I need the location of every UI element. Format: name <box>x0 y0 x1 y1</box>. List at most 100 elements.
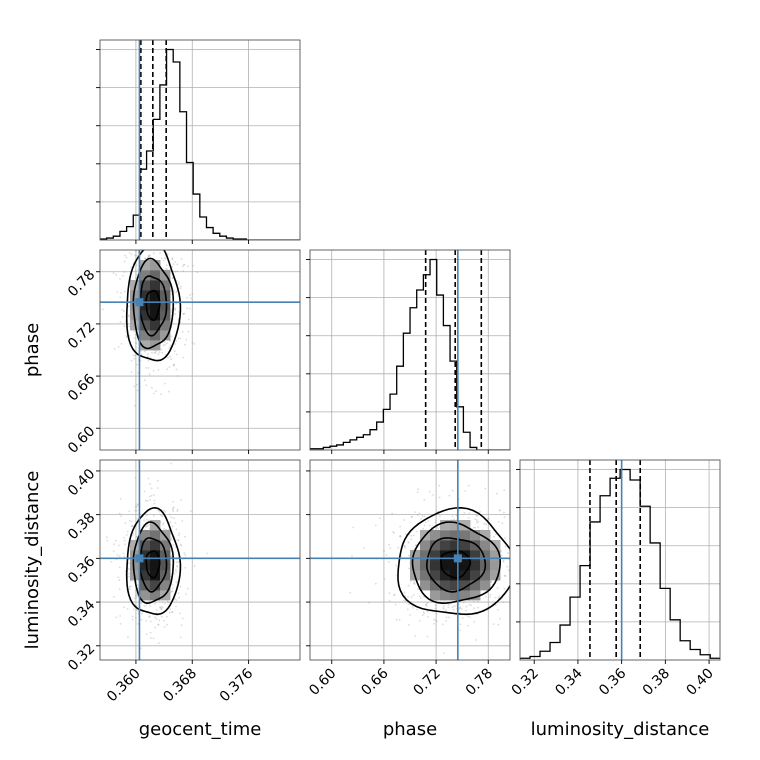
sample-point <box>159 606 162 609</box>
sample-point <box>503 489 506 491</box>
sample-point <box>399 535 401 538</box>
sample-point <box>122 537 125 539</box>
panel-frame <box>99 249 301 451</box>
sample-point <box>149 499 152 501</box>
sample-point <box>476 519 478 521</box>
sample-point <box>146 241 148 243</box>
sample-point <box>128 305 131 308</box>
sample-point <box>383 578 386 581</box>
axis-label-y-phase: phase <box>22 323 43 377</box>
sample-point <box>148 254 151 257</box>
sample-point <box>112 272 115 275</box>
sample-point <box>477 606 479 609</box>
sample-point <box>497 597 500 600</box>
density-cell <box>430 550 441 561</box>
sample-point <box>153 352 156 354</box>
sample-point <box>161 605 163 608</box>
sample-point <box>476 600 479 603</box>
sample-point <box>135 264 138 267</box>
tick-label-x-phase: 0.60 <box>306 666 339 699</box>
sample-point <box>183 552 186 554</box>
contour-level-4 <box>397 506 510 616</box>
sample-point <box>123 556 126 558</box>
density-cell <box>430 590 441 601</box>
sample-point <box>180 543 182 546</box>
tick-label-x-phase: 0.66 <box>358 665 391 698</box>
sample-point <box>160 608 163 610</box>
sample-point <box>164 257 167 260</box>
sample-point <box>119 321 122 323</box>
sample-point <box>123 271 126 273</box>
sample-point <box>459 606 461 609</box>
sample-point <box>165 267 167 270</box>
sample-point <box>388 592 391 595</box>
sample-point <box>128 568 131 570</box>
sample-point <box>442 607 445 610</box>
panel-frame <box>309 249 511 451</box>
sample-point <box>154 242 156 244</box>
sample-point <box>145 633 148 635</box>
sample-point <box>155 390 157 393</box>
sample-point <box>135 333 137 336</box>
sample-point <box>466 615 469 618</box>
sample-point <box>175 528 178 531</box>
density-cell <box>440 560 451 571</box>
sample-point <box>448 616 450 619</box>
sample-point <box>150 487 153 490</box>
sample-point <box>453 518 456 521</box>
sample-point <box>130 580 133 582</box>
sample-point <box>535 626 537 628</box>
sample-point <box>167 356 169 359</box>
sample-point <box>409 614 411 616</box>
sample-point <box>492 623 495 625</box>
sample-point <box>112 550 115 553</box>
sample-point <box>398 619 401 621</box>
sample-point <box>148 255 150 258</box>
sample-point <box>513 539 515 541</box>
sample-point <box>120 343 123 345</box>
sample-point <box>434 604 437 607</box>
sample-point <box>426 602 429 605</box>
sample-point <box>124 290 126 293</box>
contour-level-1 <box>145 550 161 579</box>
sample-point <box>444 608 447 611</box>
density-cell <box>480 530 491 541</box>
tick-label-x-luminosity_distance: 0.38 <box>640 666 673 699</box>
density-cell <box>140 260 151 271</box>
sample-point <box>181 617 184 620</box>
sample-point <box>374 524 377 527</box>
sample-point <box>145 620 148 622</box>
sample-point <box>128 562 130 565</box>
sample-point <box>514 559 516 561</box>
sample-point <box>162 523 164 526</box>
sample-point <box>149 631 152 634</box>
density-cell <box>160 300 171 311</box>
sample-point <box>422 527 424 530</box>
sample-point <box>489 593 492 596</box>
density-cell <box>460 520 471 531</box>
sample-point <box>447 606 450 609</box>
sample-point <box>164 257 167 259</box>
sample-point <box>409 580 412 582</box>
sample-point <box>411 605 414 608</box>
sample-point <box>167 601 170 604</box>
sample-point <box>120 515 122 517</box>
sample-point <box>146 525 148 527</box>
sample-point <box>424 521 427 524</box>
density-cell <box>470 550 481 561</box>
sample-point <box>447 603 450 606</box>
sample-point <box>503 516 506 519</box>
density-cell <box>150 530 161 541</box>
sample-point <box>159 252 162 254</box>
density-cell <box>440 520 451 531</box>
sample-point <box>173 350 176 353</box>
sample-point <box>147 237 149 239</box>
sample-point <box>352 526 355 529</box>
density-cell <box>420 580 431 591</box>
sample-point <box>434 607 437 610</box>
sample-point <box>475 514 478 517</box>
sample-point <box>187 265 189 268</box>
sample-point <box>488 596 491 598</box>
density-cell <box>150 580 161 591</box>
sample-point <box>136 504 139 507</box>
